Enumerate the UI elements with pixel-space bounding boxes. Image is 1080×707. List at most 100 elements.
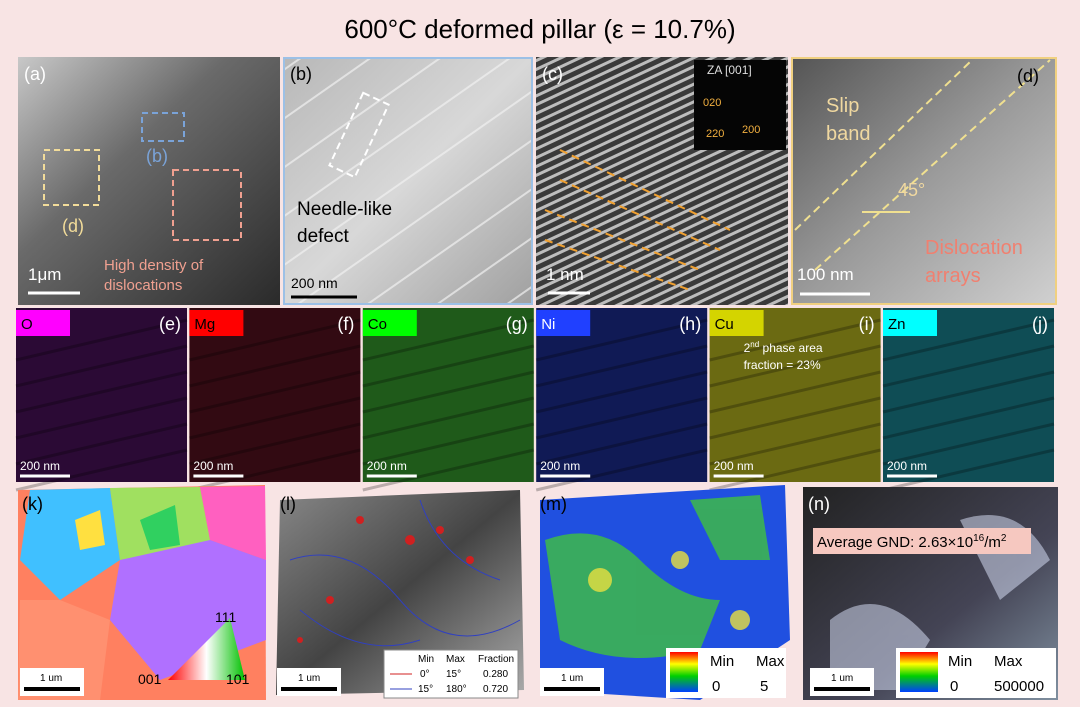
- element-label: O: [21, 316, 33, 333]
- colorbar-header: Max: [994, 653, 1023, 670]
- gnd-text: Average GND: 2.63×10: [817, 534, 973, 551]
- lattice-lines: [544, 149, 731, 291]
- texture: [882, 318, 1055, 362]
- texture: [15, 318, 188, 362]
- micrograph-a: [18, 57, 280, 305]
- texture: [15, 422, 188, 466]
- texture: [709, 370, 881, 414]
- texture: [189, 396, 361, 440]
- scale-box: [540, 668, 604, 696]
- eds-map: [189, 308, 361, 482]
- panel-label: (e): [159, 314, 181, 334]
- scale-box: [20, 668, 84, 696]
- texture: [535, 370, 708, 414]
- texture: [189, 448, 361, 492]
- scale-label: 1μm: [28, 265, 61, 284]
- eds-note-part: 2: [744, 341, 751, 355]
- note: dislocations: [104, 277, 182, 294]
- inset-title: ZA [001]: [707, 63, 752, 77]
- scale-label: 200 nm: [20, 459, 60, 473]
- scale-label: 1 um: [40, 673, 62, 684]
- spot-label: 200: [742, 124, 760, 136]
- eds-map: [709, 308, 881, 482]
- gnd-box: [813, 528, 1031, 554]
- texture: [882, 344, 1055, 388]
- colorbar-header: Min: [948, 653, 972, 670]
- texture: [882, 396, 1055, 440]
- eds-note: 2nd phase area: [744, 340, 823, 355]
- ipf-label: 001: [138, 671, 162, 687]
- colorbar-tick: 5: [760, 678, 768, 695]
- colorbar: [900, 652, 938, 692]
- annotation: Dislocation: [925, 237, 1023, 259]
- texture: [882, 448, 1055, 492]
- texture: [189, 422, 361, 466]
- texture: [15, 344, 188, 388]
- panel-label: (b): [290, 64, 312, 84]
- panel-label: (n): [808, 494, 830, 514]
- texture: [709, 344, 881, 388]
- texture: [362, 344, 535, 388]
- element-tag: [883, 310, 937, 336]
- legend-cell: 15°: [418, 684, 433, 695]
- texture: [535, 318, 708, 362]
- box: [328, 91, 390, 179]
- note: High density of: [104, 257, 204, 274]
- colorbar: [670, 652, 698, 692]
- micrograph-d: [791, 57, 1057, 305]
- scale-label: 100 nm: [797, 265, 854, 284]
- panel-label: (f): [337, 314, 354, 334]
- colorbar-header: Max: [756, 653, 785, 670]
- element-label: Co: [368, 316, 387, 333]
- boundary-lines: [289, 499, 521, 647]
- box-label: (b): [146, 146, 168, 166]
- note: Needle-like: [297, 199, 392, 220]
- gnd-value: Average GND: 2.63×1016/m2: [817, 533, 1007, 551]
- scale-label: 200 nm: [367, 459, 407, 473]
- texture: [15, 396, 188, 440]
- eds-note-sup: nd: [750, 340, 759, 349]
- box: [172, 169, 242, 241]
- ipf-label: 111: [215, 609, 236, 625]
- texture: [535, 396, 708, 440]
- boundary-points: [297, 516, 474, 643]
- angle-label: 45°: [898, 180, 925, 200]
- scale-label: 1 um: [561, 673, 583, 684]
- kam-texture: [545, 495, 770, 658]
- texture: [15, 448, 188, 492]
- legend-cell: 0.720: [483, 684, 508, 695]
- element-tag: [16, 310, 70, 336]
- legend-table: Min Max Fraction 0° 15° 0.280 15° 180° 0…: [390, 654, 514, 695]
- element-label: Zn: [888, 316, 906, 333]
- element-tag: [189, 310, 244, 336]
- panel-label: (j): [1032, 314, 1048, 334]
- panel-label: (m): [540, 494, 567, 514]
- box: [43, 149, 100, 206]
- legend-cell: 0.280: [483, 669, 508, 680]
- texture: [882, 370, 1055, 414]
- element-tag: [362, 310, 417, 336]
- texture: [535, 448, 708, 492]
- panel-label: (c): [542, 64, 563, 84]
- texture: [285, 59, 531, 303]
- texture: [535, 344, 708, 388]
- texture: [15, 370, 188, 414]
- panel-label: (a): [24, 64, 46, 84]
- kam-texture: [588, 551, 750, 630]
- scale-label: 200 nm: [887, 459, 927, 473]
- texture: [709, 318, 881, 362]
- scale-box: [810, 668, 874, 696]
- gnd-unit: /m: [984, 534, 1001, 551]
- texture: [882, 422, 1055, 466]
- panel-label: (d): [1017, 66, 1039, 86]
- spot-label: 020: [703, 97, 721, 109]
- element-tag: [709, 310, 764, 336]
- eds-map: [16, 308, 187, 482]
- colorbar-tick: 0: [712, 678, 720, 695]
- texture: [709, 396, 881, 440]
- eds-note: fraction = 23%: [744, 358, 821, 372]
- legend-header: Fraction: [478, 654, 514, 665]
- legend-cell: 0°: [420, 669, 430, 680]
- annotation: arrays: [925, 265, 981, 287]
- gnd-exp: 2: [1001, 533, 1007, 544]
